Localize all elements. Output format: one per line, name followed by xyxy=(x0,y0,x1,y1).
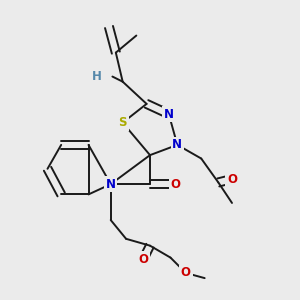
Text: O: O xyxy=(138,253,148,266)
Text: O: O xyxy=(227,172,237,185)
Text: H: H xyxy=(92,70,102,83)
Text: N: N xyxy=(106,178,116,191)
Text: O: O xyxy=(181,266,191,280)
Text: S: S xyxy=(118,116,127,129)
Text: N: N xyxy=(164,108,174,121)
Text: N: N xyxy=(172,138,182,152)
Text: O: O xyxy=(171,178,181,191)
